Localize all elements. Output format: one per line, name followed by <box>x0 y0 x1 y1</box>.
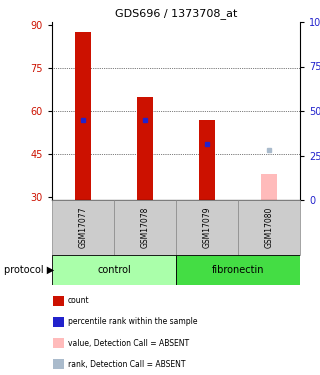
Bar <box>52 200 114 255</box>
Text: rank, Detection Call = ABSENT: rank, Detection Call = ABSENT <box>68 360 185 369</box>
Text: protocol ▶: protocol ▶ <box>4 265 54 275</box>
Text: GSM17079: GSM17079 <box>203 207 212 248</box>
Text: fibronectin: fibronectin <box>212 265 264 275</box>
Text: control: control <box>97 265 131 275</box>
Bar <box>53 338 63 348</box>
Text: GSM17080: GSM17080 <box>265 207 274 248</box>
Bar <box>75 32 91 200</box>
Bar <box>53 296 63 306</box>
Bar <box>53 317 63 327</box>
Bar <box>114 200 176 255</box>
Bar <box>53 359 63 369</box>
Text: GSM17078: GSM17078 <box>140 207 149 248</box>
Bar <box>176 255 300 285</box>
Bar <box>199 120 215 200</box>
Bar <box>52 255 176 285</box>
Text: percentile rank within the sample: percentile rank within the sample <box>68 317 197 326</box>
Bar <box>137 97 153 200</box>
Title: GDS696 / 1373708_at: GDS696 / 1373708_at <box>115 9 237 20</box>
Bar <box>238 200 300 255</box>
Text: value, Detection Call = ABSENT: value, Detection Call = ABSENT <box>68 339 189 348</box>
Text: count: count <box>68 296 89 305</box>
Bar <box>176 200 238 255</box>
Bar <box>261 174 277 200</box>
Text: GSM17077: GSM17077 <box>78 207 87 248</box>
